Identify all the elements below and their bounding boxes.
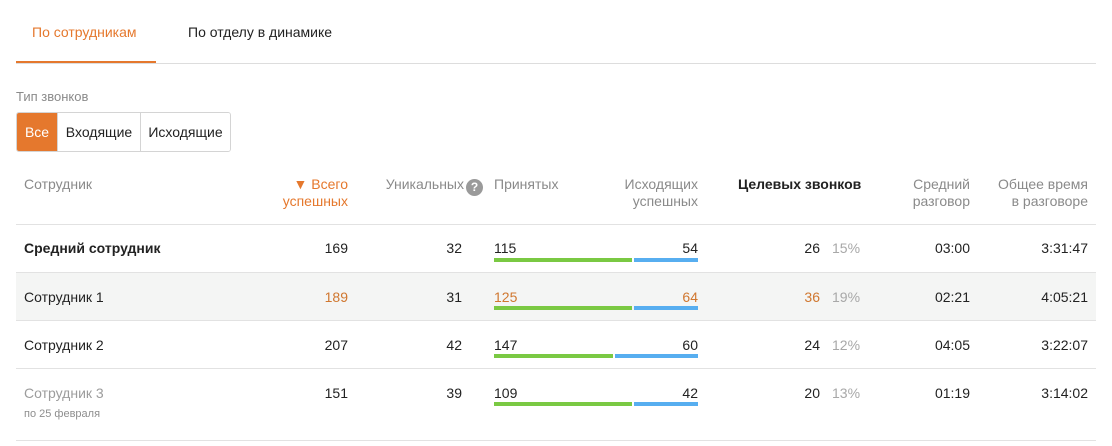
unique-value: 42 — [446, 337, 462, 353]
accepted-value: 115 — [494, 240, 517, 256]
column-outgoing-line2: успешных — [632, 193, 698, 209]
accepted-bar-segment — [494, 402, 632, 406]
help-icon[interactable]: ? — [466, 179, 483, 196]
target-calls-value: 36 — [804, 289, 820, 305]
outgoing-bar-segment — [634, 306, 698, 310]
row-divider — [16, 368, 1096, 369]
avg-talk-value: 03:00 — [934, 240, 970, 256]
row-divider — [16, 440, 1096, 441]
column-employee[interactable]: Сотрудник — [24, 176, 93, 192]
column-avg-talk-line1: Средний — [913, 176, 970, 192]
row-divider — [16, 320, 1096, 321]
accepted-outgoing-bar — [494, 354, 698, 358]
outgoing-bar-segment — [615, 354, 698, 358]
employee-name: Сотрудник 3 — [24, 385, 104, 401]
column-target-calls[interactable]: Целевых звонков — [738, 176, 862, 192]
accepted-outgoing-bar — [494, 402, 698, 406]
accepted-bar-segment — [494, 306, 632, 310]
total-success-value: 169 — [324, 240, 348, 256]
active-tab-indicator — [16, 61, 156, 63]
outgoing-bar-segment — [634, 402, 698, 406]
row-divider — [16, 272, 1096, 273]
column-avg-talk-line2: разговор — [912, 193, 970, 209]
target-calls-percent: 19% — [832, 289, 861, 305]
target-calls-value: 20 — [804, 385, 820, 401]
filter-outgoing-button[interactable]: Исходящие — [140, 113, 230, 151]
target-calls-percent: 12% — [832, 337, 861, 353]
column-outgoing-line1: Исходящих — [624, 176, 698, 192]
total-success-value: 207 — [324, 337, 348, 353]
unique-value: 31 — [446, 289, 462, 305]
column-accepted[interactable]: Принятых — [494, 176, 559, 192]
column-total-talk-time-line1: Общее время — [998, 176, 1088, 192]
total-talk-time-value: 3:14:02 — [1041, 385, 1088, 401]
tab-by-employees[interactable]: По сотрудникам — [32, 24, 137, 40]
employee-name: Сотрудник 1 — [24, 289, 104, 305]
target-calls-percent: 15% — [832, 240, 861, 256]
outgoing-value: 64 — [682, 289, 698, 305]
column-total-success-line2: успешных — [282, 193, 348, 209]
avg-talk-value: 02:21 — [934, 289, 970, 305]
row-highlight — [16, 273, 1096, 321]
accepted-outgoing-bar — [494, 306, 698, 310]
sort-desc-icon: ▼ — [293, 176, 308, 192]
column-unique-label: Уникальных — [385, 176, 464, 192]
unique-value: 32 — [446, 240, 462, 256]
column-total-talk-time-line2: в разговоре — [1011, 193, 1088, 209]
outgoing-value: 54 — [682, 240, 698, 256]
target-calls-percent: 13% — [832, 385, 861, 401]
column-total-success[interactable]: ▼ Всего успешных — [250, 176, 348, 210]
total-talk-time-value: 3:22:07 — [1041, 337, 1088, 353]
accepted-value: 147 — [494, 337, 518, 353]
column-total-talk-time[interactable]: Общее время в разговоре — [980, 176, 1088, 210]
accepted-value: 125 — [494, 289, 518, 305]
call-type-label: Тип звонков — [16, 89, 89, 104]
column-outgoing[interactable]: Исходящих успешных — [590, 176, 698, 210]
employee-name: Сотрудник 2 — [24, 337, 104, 353]
total-talk-time-value: 3:31:47 — [1041, 240, 1088, 256]
filter-all-button[interactable]: Все — [17, 113, 57, 151]
target-calls-value: 24 — [804, 337, 820, 353]
column-total-success-line1: Всего — [311, 176, 348, 192]
tab-by-department[interactable]: По отделу в динамике — [188, 24, 333, 40]
target-calls-value: 26 — [804, 240, 820, 256]
row-divider — [16, 224, 1096, 225]
unique-value: 39 — [446, 385, 462, 401]
tab-bar: По сотрудникам По отделу в динамике — [16, 0, 1096, 64]
outgoing-bar-segment — [634, 258, 698, 262]
outgoing-value: 42 — [682, 385, 698, 401]
accepted-bar-segment — [494, 258, 632, 262]
column-avg-talk[interactable]: Средний разговор — [880, 176, 970, 210]
filter-incoming-button[interactable]: Входящие — [57, 113, 140, 151]
accepted-outgoing-bar — [494, 258, 698, 262]
call-type-segmented-control: Все Входящие Исходящие — [16, 112, 231, 152]
accepted-bar-segment — [494, 354, 613, 358]
total-talk-time-value: 4:05:21 — [1041, 289, 1088, 305]
avg-talk-value: 04:05 — [934, 337, 970, 353]
accepted-value: 109 — [494, 385, 518, 401]
employee-name: Средний сотрудник — [24, 240, 161, 256]
employee-note: по 25 февраля — [24, 408, 101, 420]
total-success-value: 189 — [324, 289, 348, 305]
column-unique[interactable]: Уникальных? — [362, 176, 483, 196]
avg-talk-value: 01:19 — [934, 385, 970, 401]
outgoing-value: 60 — [682, 337, 698, 353]
total-success-value: 151 — [324, 385, 348, 401]
